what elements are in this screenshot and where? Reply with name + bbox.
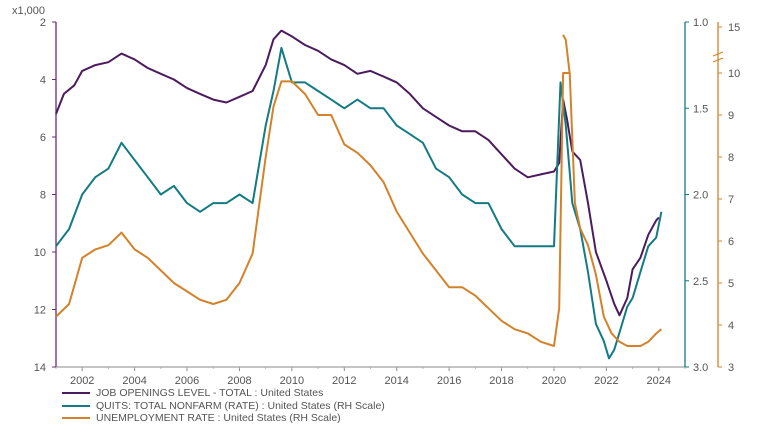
legend: JOB OPENINGS LEVEL - TOTAL : United Stat…	[62, 387, 385, 425]
unemployment-tick-label: 3	[728, 362, 734, 374]
unemployment-tick-label: 5	[728, 278, 734, 290]
unemployment-tick-label: 4	[728, 320, 734, 332]
job-openings-line	[55, 29, 660, 317]
legend-label-unemployment: UNEMPLOYMENT RATE : United States (RH Sc…	[96, 412, 341, 424]
quits-tick-label: 3.0	[693, 362, 708, 374]
unemployment-tick-label: 8	[728, 152, 734, 164]
quits-tick-label: 1.5	[693, 103, 708, 115]
quits-tick-label: 2.0	[693, 190, 708, 202]
left-tick-label: 6	[40, 132, 46, 144]
left-tick-label: 4	[40, 75, 46, 87]
x-axis-ticks: 2002 2004 2006 2008 2010 2012 2014 2016 2018 2020…	[55, 367, 686, 387]
legend-item-quits: QUITS: TOTAL NONFARM (RATE) : United Sta…	[62, 400, 385, 413]
unemployment-tick-label: 6	[728, 236, 734, 248]
multiplier-label: x1,000	[12, 5, 45, 17]
unemployment-tick-label: 7	[728, 194, 734, 206]
unemployment-tick-label: 15	[728, 22, 740, 34]
legend-swatch-unemployment	[62, 417, 90, 420]
x-tick-label: 2022	[594, 375, 618, 387]
unemployment-tick-label: 9	[728, 110, 734, 122]
unemployment-tick-label: 10	[728, 68, 740, 80]
x-tick-label: 2016	[437, 375, 461, 387]
legend-item-job-openings: JOB OPENINGS LEVEL - TOTAL : United Stat…	[62, 387, 385, 400]
unemployment-axis-break	[712, 51, 724, 63]
series-layer	[55, 29, 663, 360]
legend-swatch-quits	[62, 404, 90, 407]
x-tick-label: 2014	[384, 375, 408, 387]
legend-label-job-openings: JOB OPENINGS LEVEL - TOTAL : United Stat…	[96, 387, 324, 399]
unemployment-axis-ticks: 3 4 5 6 7 8 9 10 15	[712, 22, 740, 374]
x-tick-label: 2006	[175, 375, 199, 387]
quits-tick-label: 2.5	[693, 276, 708, 288]
x-tick-label: 2008	[227, 375, 251, 387]
x-tick-label: 2004	[122, 375, 146, 387]
x-tick-label: 2010	[280, 375, 304, 387]
left-tick-label: 2	[40, 17, 46, 29]
legend-swatch-job-openings	[62, 392, 90, 395]
x-tick-label: 2018	[489, 375, 513, 387]
x-tick-label: 2002	[70, 375, 94, 387]
quits-tick-label: 1.0	[693, 17, 708, 29]
quits-axis-ticks: 1.0 1.5 2.0 2.5 3.0	[685, 17, 708, 374]
left-axis-ticks: 2 4 6 8 10 12 14	[34, 17, 56, 374]
x-tick-label: 2024	[647, 375, 671, 387]
x-tick-label: 2020	[542, 375, 566, 387]
unemployment-line	[55, 72, 663, 347]
quits-line	[55, 46, 663, 360]
left-tick-label: 10	[34, 247, 46, 259]
left-tick-label: 14	[34, 362, 46, 374]
unemployment-line-broken-segment	[562, 34, 571, 74]
legend-item-unemployment: UNEMPLOYMENT RATE : United States (RH Sc…	[62, 412, 385, 425]
legend-label-quits: QUITS: TOTAL NONFARM (RATE) : United Sta…	[96, 399, 385, 412]
x-tick-label: 2012	[332, 375, 356, 387]
left-tick-label: 8	[40, 190, 46, 202]
left-tick-label: 12	[34, 305, 46, 317]
